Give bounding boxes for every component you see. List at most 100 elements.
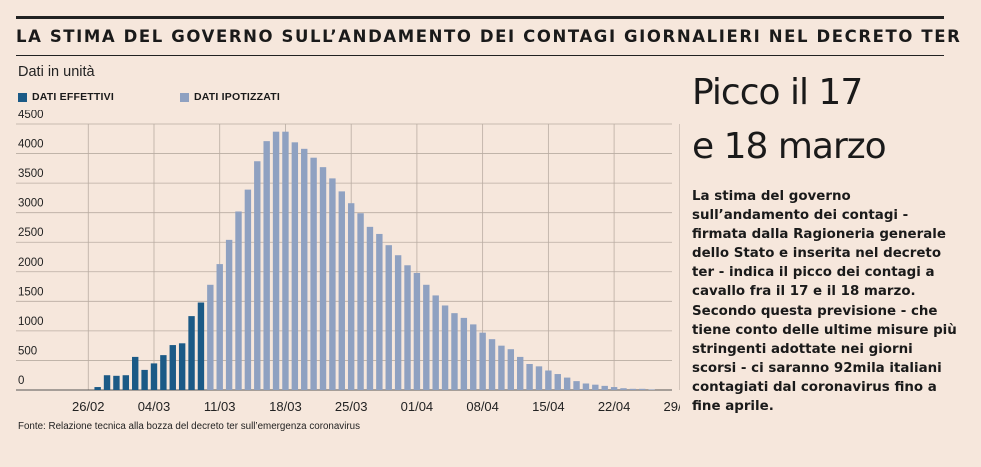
headline-rule (16, 55, 944, 56)
bar-projected (207, 284, 214, 390)
bar-projected (517, 356, 524, 390)
y-tick-label: 4000 (18, 139, 44, 151)
x-tick-label: 04/03 (138, 399, 171, 414)
bar-projected (601, 385, 608, 390)
bar-projected (376, 233, 383, 390)
bar-actual (160, 355, 167, 390)
legend-label-projected: DATI IPOTIZZATI (194, 91, 281, 103)
bar-actual (122, 375, 130, 390)
side-headline: Picco il 17 e 18 marzo (692, 66, 952, 174)
bar-projected (338, 191, 345, 390)
bar-projected (385, 245, 392, 390)
y-tick-label: 4500 (18, 110, 44, 121)
legend-label-actual: DATI EFFETTIVI (32, 91, 114, 103)
bar-projected (310, 157, 317, 390)
bar-projected (648, 389, 655, 390)
chart-headline: LA STIMA DEL GOVERNO SULL’ANDAMENTO DEI … (16, 27, 962, 46)
bar-projected (394, 255, 402, 390)
x-tick-label: 26/02 (72, 399, 105, 414)
bar-projected (235, 211, 242, 390)
bar-actual (188, 316, 195, 390)
bar-projected (301, 148, 308, 390)
y-tick-label: 1500 (18, 286, 44, 298)
bar-actual (197, 302, 205, 390)
x-tick-label: 29/04 (664, 399, 680, 414)
bar-projected (535, 366, 543, 390)
bar-projected (244, 189, 252, 390)
x-tick-label: 25/03 (335, 399, 368, 414)
x-axis-ticks: 26/02 04/03 11/03 18/03 25/03 01/04 08/04 15/04… (72, 399, 680, 414)
bar-projected (573, 381, 580, 390)
bar-projected (282, 131, 289, 390)
bar-projected (272, 131, 280, 390)
bar-projected (620, 388, 627, 390)
top-rule (16, 16, 944, 19)
bar-projected (451, 313, 458, 390)
bar-projected (592, 384, 599, 390)
bar-actual (94, 387, 101, 390)
bar-projected (488, 339, 496, 390)
y-tick-label: 3000 (18, 198, 44, 210)
bar-projected (366, 226, 374, 390)
x-tick-label: 18/03 (269, 399, 302, 414)
legend-swatch-projected (180, 92, 189, 102)
bar-projected (582, 383, 590, 390)
bar-projected (526, 363, 533, 390)
side-headline-line-2: e 18 marzo (692, 126, 887, 167)
legend-item-actual: DATI EFFETTIVI (18, 91, 114, 103)
bar-actual (132, 356, 139, 390)
bar-projected (441, 305, 449, 390)
legend-swatch-actual (18, 92, 27, 102)
bar-projected (263, 141, 270, 390)
side-headline-line-1: Picco il 17 (692, 72, 863, 113)
legend-item-projected: DATI IPOTIZZATI (180, 91, 280, 103)
bar-projected (470, 324, 477, 390)
y-tick-label: 3500 (18, 168, 44, 180)
bar-projected (610, 387, 618, 390)
bar-projected (329, 178, 336, 390)
y-tick-label: 1000 (18, 316, 44, 328)
x-tick-label: 01/04 (401, 399, 434, 414)
bar-projected (563, 377, 571, 390)
bar-projected (460, 317, 468, 390)
bar-projected (225, 239, 233, 390)
chart-grid (16, 123, 680, 391)
bar-projected (629, 388, 637, 390)
bar-projected (432, 295, 439, 390)
x-tick-label: 11/03 (204, 399, 236, 414)
bar-projected (423, 284, 430, 390)
bar-projected (216, 264, 223, 390)
chart-unit-label: Dati in unità (18, 64, 95, 80)
bar-actual (113, 375, 120, 390)
side-body-text: La stima del governo sull’andamento dei … (692, 189, 957, 415)
bar-actual (141, 369, 148, 390)
bar-actual (178, 343, 186, 390)
bar-projected (254, 161, 261, 390)
y-tick-label: 2000 (18, 257, 44, 269)
bar-projected (357, 213, 364, 390)
bar-actual (169, 345, 176, 390)
bar-projected (319, 167, 327, 390)
bar-projected (545, 370, 552, 390)
bar-actual (103, 375, 111, 390)
bar-projected (554, 374, 561, 390)
y-tick-label: 2500 (18, 227, 44, 239)
bar-projected (404, 265, 411, 390)
bar-chart: 0 500 1000 1500 2000 2500 3000 3500 4000 4500 26/… (16, 110, 680, 414)
y-tick-label: 0 (18, 375, 24, 387)
bar-actual (150, 363, 158, 390)
source-note: Fonte: Relazione tecnica alla bozza del … (18, 421, 360, 432)
bar-projected (639, 388, 646, 390)
x-tick-label: 22/04 (598, 399, 631, 414)
chart-bars (94, 131, 655, 390)
bar-projected (413, 272, 421, 390)
x-tick-label: 08/04 (466, 399, 499, 414)
y-tick-label: 500 (18, 345, 37, 357)
x-tick-label: 15/04 (532, 399, 565, 414)
bar-projected (347, 203, 355, 390)
bar-projected (507, 349, 515, 390)
bar-projected (291, 142, 299, 390)
bar-projected (498, 345, 505, 390)
y-axis-ticks: 0 500 1000 1500 2000 2500 3000 3500 4000 4500 (18, 110, 44, 387)
bar-projected (479, 332, 486, 390)
